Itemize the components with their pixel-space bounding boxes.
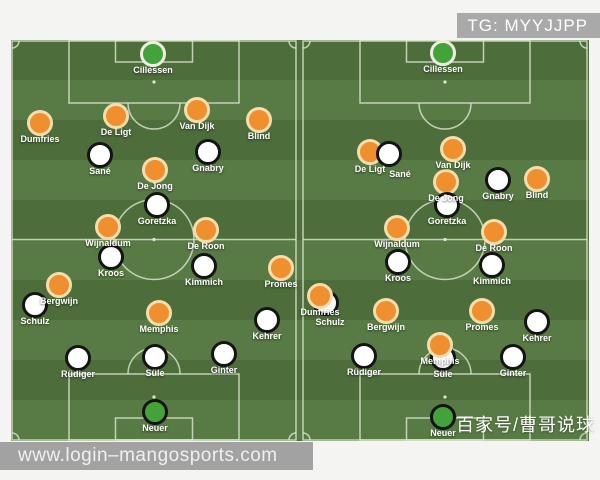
player-marker (307, 283, 333, 309)
player-label: Sané (389, 169, 411, 179)
player-label: Goretzka (427, 216, 467, 226)
player-marker (146, 300, 172, 326)
player-label: Schulz (20, 316, 50, 326)
player-label: Van Dijk (179, 121, 215, 131)
player-marker (479, 252, 505, 278)
player-marker (384, 215, 410, 241)
player-label: Neuer (430, 428, 456, 438)
player-marker (430, 404, 456, 430)
player-label: Wijnaldum (85, 238, 131, 248)
player-label: Van Dijk (435, 160, 471, 170)
player-marker (193, 217, 219, 243)
player-label: Goretzka (137, 216, 177, 226)
player-label: Bergwijn (366, 322, 406, 332)
player-label: Cillessen (423, 64, 463, 74)
player-marker (22, 292, 48, 318)
tg-watermark: TG: MYYJJPP (457, 13, 600, 38)
player-label: Dumfries (20, 134, 60, 144)
player-label: Memphis (139, 324, 179, 334)
player-label: De Roon (187, 241, 225, 251)
player-label: Bergwijn (39, 296, 79, 306)
player-label: Süle (433, 369, 453, 379)
player-label: Blind (247, 131, 271, 141)
player-marker (524, 309, 550, 335)
player-marker (385, 249, 411, 275)
player-marker (87, 142, 113, 168)
player-label: Dumfries (300, 307, 340, 317)
player-label: De Ligt (354, 164, 386, 174)
player-marker (140, 41, 166, 67)
player-label: Süle (145, 368, 165, 378)
player-marker (65, 345, 91, 371)
player-label: Kehrer (252, 331, 282, 341)
player-marker (481, 219, 507, 245)
player-label: Schulz (315, 317, 345, 327)
player-marker (142, 399, 168, 425)
player-marker (27, 110, 53, 136)
baijiahao-watermark: 百家号/曹哥说球 (456, 415, 596, 435)
player-label: De Roon (475, 243, 513, 253)
player-label: Gnabry (482, 191, 514, 201)
player-marker (434, 192, 460, 218)
player-marker (211, 341, 237, 367)
player-label: Kimmich (184, 277, 224, 287)
player-label: Sané (89, 166, 111, 176)
player-marker (440, 136, 466, 162)
tg-watermark-text: TG: MYYJJPP (467, 16, 588, 35)
player-marker (469, 298, 495, 324)
player-marker (268, 255, 294, 281)
tactics-field: Cillessen Dumfries De Ligt Van Dijk Blind San… (11, 40, 589, 441)
pitch-left-markings (11, 40, 297, 441)
site-watermark-bar: www.login–mangosports.com (0, 442, 313, 470)
player-marker (430, 40, 456, 66)
player-label: Kroos (97, 268, 125, 278)
player-label: Neuer (142, 423, 168, 433)
player-marker (351, 343, 377, 369)
player-marker (485, 167, 511, 193)
player-marker (191, 253, 217, 279)
player-label: Ginter (210, 365, 238, 375)
player-marker (144, 192, 170, 218)
player-label: De Jong (137, 181, 173, 191)
player-label: Cillessen (133, 65, 173, 75)
player-marker (184, 97, 210, 123)
player-marker (524, 166, 550, 192)
player-marker (98, 244, 124, 270)
player-label: Rüdiger (60, 369, 96, 379)
player-label: Ginter (499, 368, 527, 378)
player-label: De Jong (428, 193, 464, 203)
pitch-right-markings (302, 40, 588, 441)
player-marker (500, 344, 526, 370)
player-label: Blind (525, 190, 549, 200)
player-marker (376, 141, 402, 167)
site-watermark-text: www.login–mangosports.com (18, 445, 278, 466)
player-marker (254, 307, 280, 333)
player-label: Promes (264, 279, 298, 289)
player-label: Rüdiger (346, 367, 382, 377)
player-label: Kroos (384, 273, 412, 283)
player-label: Memphis (420, 356, 460, 366)
player-marker (142, 157, 168, 183)
player-label: Gnabry (192, 163, 224, 173)
player-marker (246, 107, 272, 133)
player-marker (103, 103, 129, 129)
player-label: De Ligt (100, 127, 132, 137)
player-marker (427, 332, 453, 358)
player-label: Wijnaldum (374, 239, 420, 249)
player-label: Kehrer (522, 333, 552, 343)
player-marker (373, 298, 399, 324)
player-marker (195, 139, 221, 165)
player-label: Promes (465, 322, 499, 332)
player-marker (46, 272, 72, 298)
player-marker (95, 214, 121, 240)
player-label: Kimmich (472, 276, 512, 286)
player-marker (142, 344, 168, 370)
